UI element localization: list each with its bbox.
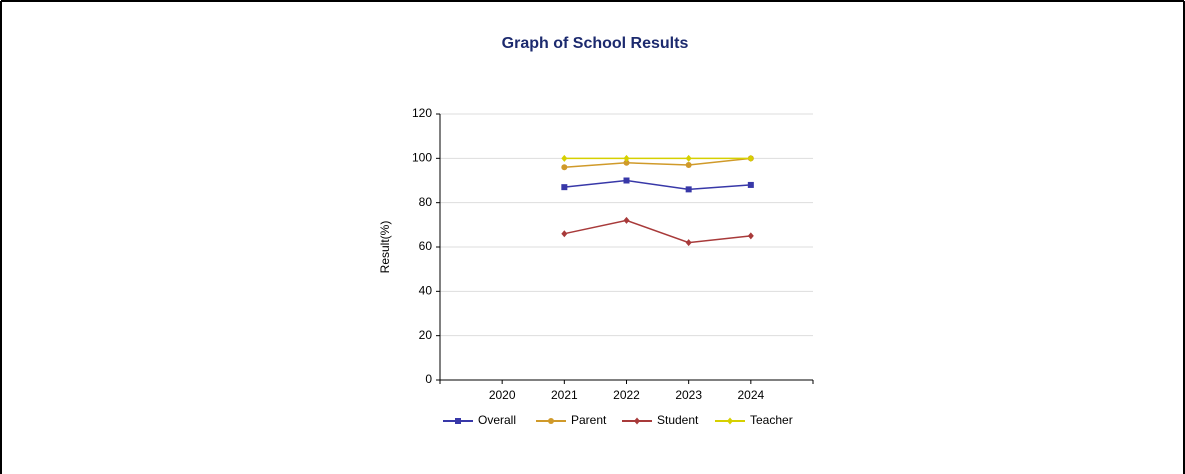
data-point	[561, 164, 568, 171]
data-point	[561, 230, 568, 238]
x-tick-label: 2024	[737, 388, 764, 402]
data-point	[623, 159, 630, 166]
y-tick-label: 120	[412, 106, 432, 120]
y-tick-label: 80	[419, 195, 433, 209]
data-point	[747, 232, 754, 240]
x-tick-label: 2020	[489, 388, 516, 402]
data-point	[747, 181, 754, 188]
y-axis-label: Result(%)	[378, 221, 392, 274]
legend-marker	[548, 418, 554, 424]
y-tick-label: 60	[419, 239, 433, 253]
data-point	[685, 186, 692, 193]
data-point	[685, 239, 692, 247]
data-point	[685, 161, 692, 168]
data-point	[685, 154, 692, 162]
legend-label: Parent	[571, 413, 607, 427]
legend-marker	[727, 417, 733, 425]
data-point	[623, 216, 630, 224]
data-point	[623, 177, 630, 184]
y-tick-label: 100	[412, 151, 432, 165]
y-tick-label: 40	[419, 284, 433, 298]
chart-title: Graph of School Results	[502, 35, 689, 52]
legend-label: Overall	[478, 413, 516, 427]
legend-marker	[634, 417, 640, 425]
x-tick-label: 2022	[613, 388, 640, 402]
data-point	[747, 154, 754, 162]
x-tick-label: 2021	[551, 388, 578, 402]
data-point	[561, 154, 568, 162]
y-tick-label: 20	[419, 328, 433, 342]
series-line	[564, 219, 751, 244]
data-point	[561, 184, 568, 191]
series-line	[564, 157, 751, 168]
legend-marker	[455, 418, 461, 424]
data-point	[623, 154, 630, 162]
legend-label: Student	[657, 413, 699, 427]
legend-label: Teacher	[750, 413, 793, 427]
x-tick-label: 2023	[675, 388, 702, 402]
series-line	[564, 179, 751, 191]
y-tick-label: 0	[425, 372, 432, 386]
